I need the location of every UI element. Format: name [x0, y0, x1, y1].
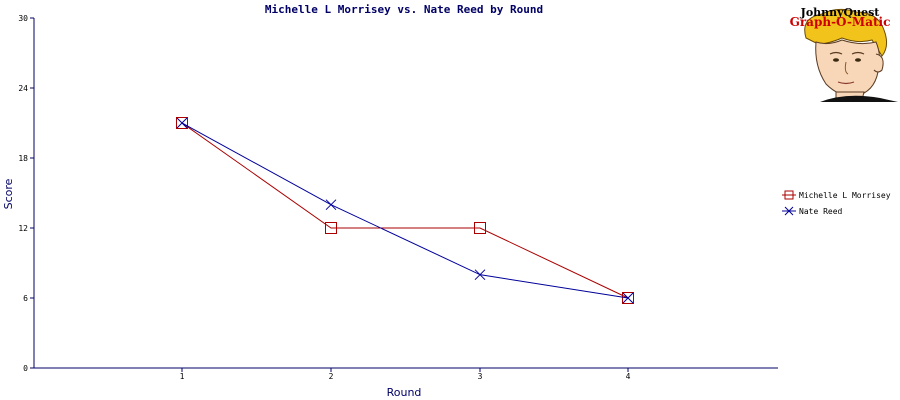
legend-item: Nate Reed — [782, 206, 843, 216]
data-point-marker — [474, 222, 486, 234]
logo-subtitle: Graph-O-Matic — [790, 15, 891, 29]
data-point-marker — [622, 292, 634, 304]
y-axis-ticks: 0 6 12 18 24 30 — [18, 14, 34, 373]
x-tick-label: 1 — [180, 372, 185, 381]
chart-title: Michelle L Morrisey vs. Nate Reed by Rou… — [265, 3, 543, 16]
legend-label: Michelle L Morrisey — [799, 191, 891, 200]
logo-title: JohnnyQuest — [800, 6, 881, 19]
y-tick-label: 6 — [23, 294, 28, 303]
chart-axes — [33, 18, 778, 369]
series-nate-reed — [176, 117, 634, 304]
data-point-marker — [325, 199, 337, 211]
series-michelle-l-morrisey — [176, 117, 634, 304]
series-layer — [176, 117, 634, 304]
data-point-marker — [622, 292, 634, 304]
y-tick-label: 0 — [23, 364, 28, 373]
y-tick-label: 12 — [18, 224, 28, 233]
series-line — [181, 122, 629, 299]
series-line — [181, 122, 629, 299]
johnnyquest-logo: JohnnyQuest Graph-O-Matic — [790, 6, 898, 102]
x-axis-ticks: 1 2 3 4 — [180, 368, 631, 381]
legend-marker — [784, 206, 794, 216]
legend-label: Nate Reed — [799, 207, 843, 216]
cartoon-boy-face-icon — [804, 8, 898, 102]
x-axis-label: Round — [387, 386, 422, 399]
x-tick-label: 4 — [626, 372, 631, 381]
y-tick-label: 30 — [18, 14, 28, 23]
x-tick-label: 2 — [329, 372, 334, 381]
legend: Michelle L Morrisey Nate Reed — [782, 190, 891, 216]
y-axis-label: Score — [2, 178, 15, 209]
data-point-marker — [325, 222, 337, 234]
data-point-marker — [474, 269, 486, 281]
x-tick-label: 3 — [478, 372, 483, 381]
y-tick-label: 18 — [18, 154, 28, 163]
y-tick-label: 24 — [18, 84, 28, 93]
legend-marker — [784, 190, 794, 200]
data-point-marker — [176, 117, 188, 129]
legend-item: Michelle L Morrisey — [782, 190, 891, 200]
data-point-marker — [176, 117, 188, 129]
